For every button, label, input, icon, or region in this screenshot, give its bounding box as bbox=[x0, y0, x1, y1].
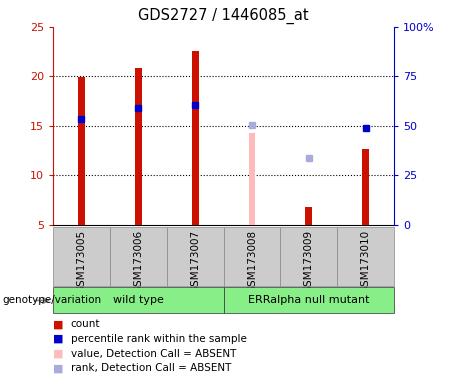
Bar bbox=[53, 227, 110, 286]
Text: ■: ■ bbox=[53, 334, 64, 344]
Text: GSM173007: GSM173007 bbox=[190, 230, 200, 293]
Bar bbox=[167, 227, 224, 286]
Text: rank, Detection Call = ABSENT: rank, Detection Call = ABSENT bbox=[71, 363, 231, 373]
Bar bbox=[280, 227, 337, 286]
Title: GDS2727 / 1446085_at: GDS2727 / 1446085_at bbox=[138, 8, 309, 24]
Bar bbox=[306, 207, 312, 225]
Text: count: count bbox=[71, 319, 100, 329]
Text: ■: ■ bbox=[53, 349, 64, 359]
Bar bbox=[362, 149, 369, 225]
Bar bbox=[110, 227, 167, 286]
Bar bbox=[337, 227, 394, 286]
Bar bbox=[53, 287, 224, 313]
Text: ■: ■ bbox=[53, 363, 64, 373]
Bar bbox=[224, 287, 394, 313]
Bar bbox=[78, 77, 85, 225]
Text: ■: ■ bbox=[53, 319, 64, 329]
Text: percentile rank within the sample: percentile rank within the sample bbox=[71, 334, 247, 344]
Text: ERRalpha null mutant: ERRalpha null mutant bbox=[248, 295, 370, 305]
Text: GSM173009: GSM173009 bbox=[304, 230, 314, 293]
Text: GSM173005: GSM173005 bbox=[77, 230, 87, 293]
Text: GSM173010: GSM173010 bbox=[361, 230, 371, 293]
Text: genotype/variation: genotype/variation bbox=[2, 295, 101, 305]
Bar bbox=[192, 51, 199, 225]
Bar bbox=[135, 68, 142, 225]
Text: GSM173008: GSM173008 bbox=[247, 230, 257, 293]
Text: GSM173006: GSM173006 bbox=[133, 230, 143, 293]
Text: wild type: wild type bbox=[113, 295, 164, 305]
Bar bbox=[224, 227, 280, 286]
Bar bbox=[248, 133, 255, 225]
Text: value, Detection Call = ABSENT: value, Detection Call = ABSENT bbox=[71, 349, 236, 359]
